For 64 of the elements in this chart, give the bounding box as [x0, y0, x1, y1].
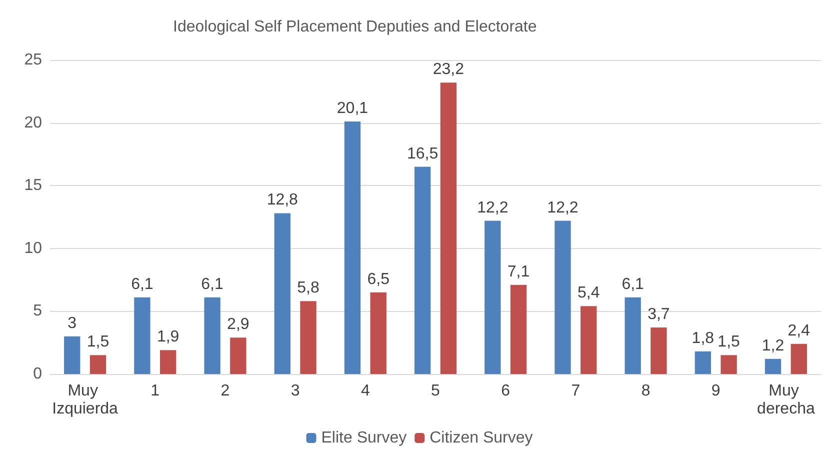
bar: [720, 355, 737, 374]
bar: [204, 297, 220, 374]
bar: [64, 336, 80, 374]
data-label: 1,9: [156, 328, 180, 346]
x-tick-label: 4: [360, 382, 370, 400]
bar: [160, 350, 176, 374]
bar: [484, 220, 501, 374]
bar: [370, 292, 386, 374]
bar: [580, 306, 597, 374]
data-label: 12,2: [547, 199, 578, 216]
bar: [414, 166, 431, 374]
data-label: 23,2: [432, 61, 464, 78]
bar: [694, 351, 712, 374]
data-label: 6,1: [201, 276, 224, 293]
bar: [344, 122, 361, 374]
x-tick-label: 6: [501, 382, 510, 400]
data-label: 5,8: [297, 280, 320, 297]
y-tick-label: 0: [33, 366, 42, 382]
data-label: 5,4: [577, 284, 600, 302]
bar: [274, 213, 290, 374]
data-label: 12,2: [477, 199, 508, 216]
bar: [510, 284, 527, 374]
x-tick-label: Muy derecha: [757, 382, 815, 418]
x-tick-label: 9: [711, 382, 720, 400]
y-tick-label: 15: [24, 177, 42, 194]
data-label: 6,1: [622, 276, 644, 293]
x-tick-label: 5: [431, 382, 440, 400]
data-label: 20,1: [336, 100, 368, 118]
data-label: 1,8: [692, 330, 714, 347]
data-label: 1,5: [718, 334, 740, 351]
legend-label: Elite Survey: [321, 430, 407, 446]
legend-label: Citizen Survey: [430, 430, 533, 446]
data-label: 3,7: [648, 306, 670, 324]
y-tick-label: 25: [24, 52, 42, 68]
y-tick-label: 20: [24, 114, 42, 132]
bar: [440, 82, 457, 374]
data-label: 1,2: [762, 337, 784, 354]
chart-title: Ideological Self Placement Deputies and Electorate: [173, 18, 537, 36]
data-label: 6,1: [131, 276, 154, 293]
x-tick-label: 8: [641, 382, 650, 400]
data-label: 2,9: [227, 316, 250, 334]
bar: [554, 220, 571, 374]
data-label: 16,5: [406, 145, 438, 162]
data-label: 1,5: [86, 334, 110, 351]
x-tick-label: 1: [150, 382, 160, 400]
data-label: 12,8: [266, 192, 298, 209]
data-label: 3: [68, 314, 77, 332]
bar: [790, 344, 807, 374]
bar: [90, 355, 106, 374]
bar: [764, 358, 782, 374]
bar: [230, 338, 246, 374]
bar: [134, 297, 150, 374]
data-label: 2,4: [788, 322, 810, 340]
y-tick-label: 5: [33, 302, 42, 320]
bar: [300, 301, 316, 374]
data-label: 7,1: [507, 263, 530, 280]
x-tick-label: 7: [571, 382, 580, 400]
data-label: 6,5: [367, 270, 390, 288]
x-tick-label: Muy Izquierda: [52, 382, 118, 418]
x-tick-label: 3: [290, 382, 300, 400]
x-tick-label: 2: [220, 382, 230, 400]
bar: [624, 297, 641, 374]
y-tick-label: 10: [24, 240, 42, 257]
bar: [650, 328, 667, 374]
